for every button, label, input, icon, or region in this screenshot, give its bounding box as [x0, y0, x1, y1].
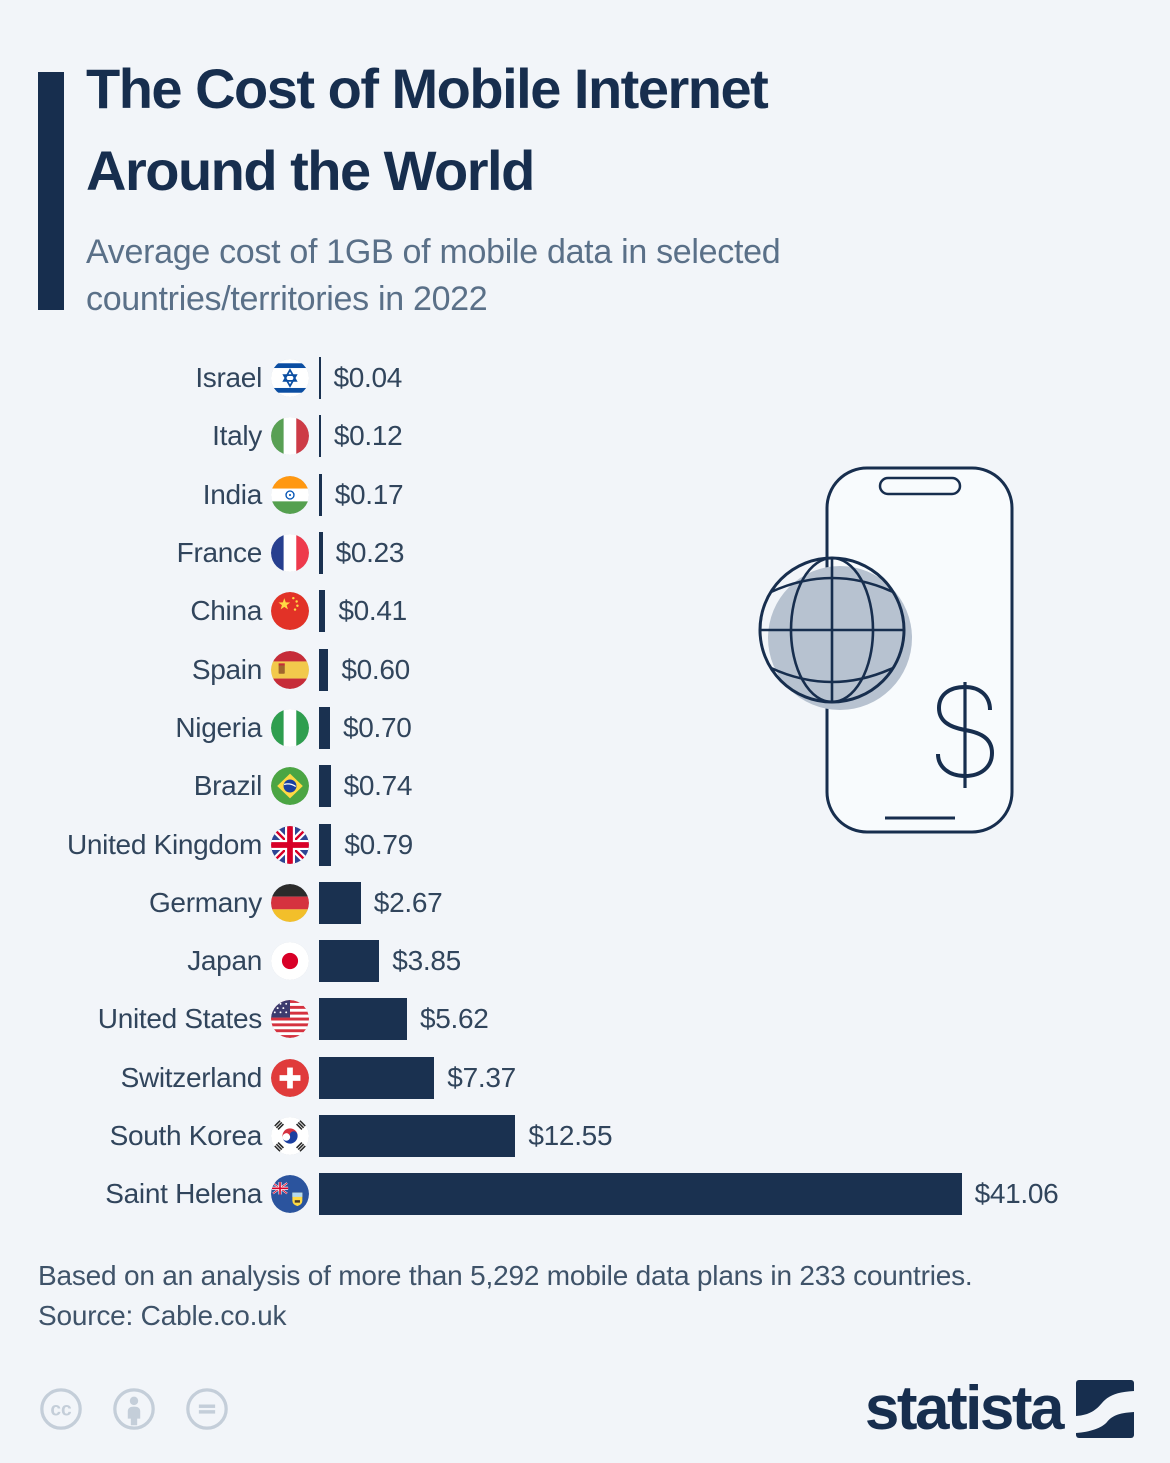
chart-row-israel: Israel $0.04: [38, 349, 1148, 407]
country-label: Germany: [148, 886, 262, 918]
chart-row-nigeria: Nigeria $0.70: [38, 699, 1148, 757]
chart-row-spain: Spain $0.60: [38, 640, 1148, 698]
chart-row-france: France $0.23: [38, 524, 1148, 582]
chart-row-germany: Germany $2.67: [38, 874, 1148, 932]
chart-row-italy: Italy $0.12: [38, 407, 1148, 465]
value-label: $12.55: [528, 1120, 613, 1151]
france-flag-icon: [271, 534, 309, 573]
south-korea-flag-icon: [271, 1117, 309, 1155]
value-bar: [319, 415, 321, 458]
value-label: $0.17: [334, 478, 404, 510]
cc-license-icon: cc: [40, 1388, 82, 1430]
value-bar: [319, 998, 407, 1041]
title-accent-bar: [38, 72, 64, 310]
chart-row-saint-helena: Saint Helena $41.06: [38, 1165, 1148, 1223]
globe-icon: [758, 556, 912, 710]
united-kingdom-flag-icon: [271, 825, 309, 864]
country-label: Brazil: [193, 770, 263, 802]
attribution-icon: [113, 1388, 155, 1430]
value-bar: [319, 881, 361, 924]
country-label: Japan: [187, 945, 262, 977]
value-bar: [319, 357, 321, 400]
value-label: $0.60: [341, 653, 410, 685]
dollar-sign-icon: [936, 682, 995, 788]
chart-row-switzerland: Switzerland $7.37: [38, 1049, 1148, 1107]
value-label: $3.85: [392, 945, 461, 977]
country-label: United States: [97, 1003, 263, 1035]
country-label: Italy: [212, 420, 262, 452]
value-bar: [319, 473, 322, 516]
value-bar: [319, 940, 380, 983]
statista-logo-mark: [1076, 1380, 1134, 1438]
country-label: France: [176, 537, 263, 569]
germany-flag-icon: [271, 883, 309, 922]
saint-helena-flag-icon: [271, 1175, 309, 1214]
chart-row-brazil: Brazil $0.74: [38, 757, 1148, 815]
value-bar: [319, 823, 332, 866]
country-label: Nigeria: [175, 711, 262, 743]
spain-flag-icon: [271, 650, 309, 689]
country-label: South Korea: [109, 1120, 263, 1151]
value-label: $0.70: [343, 711, 412, 743]
footer-notes: Based on an analysis of more than 5,292 …: [38, 1256, 1138, 1336]
value-bar: [319, 590, 326, 633]
value-label: $0.04: [333, 362, 403, 394]
country-label: Israel: [195, 362, 262, 394]
source-note: Source: Cable.co.uk: [38, 1300, 287, 1331]
united-states-flag-icon: [271, 1000, 309, 1039]
chart-row-united-states: United States $5.62: [38, 990, 1148, 1048]
india-flag-icon: [271, 475, 309, 514]
value-bar: [319, 1115, 516, 1157]
page-title: The Cost of Mobile Internet Around the W…: [86, 57, 769, 202]
value-bar: [319, 765, 331, 808]
country-label: China: [190, 595, 262, 627]
china-flag-icon: [271, 592, 309, 631]
license-icons: cc: [38, 1386, 230, 1432]
nigeria-flag-icon: [271, 708, 309, 747]
chart-row-united-kingdom: United Kingdom $0.79: [38, 815, 1148, 873]
footer-bottom-row: cc statista: [38, 1374, 1134, 1444]
country-label: Saint Helena: [105, 1178, 262, 1210]
value-label: $7.37: [447, 1061, 516, 1093]
statista-wordmark: statista: [864, 1374, 1065, 1443]
chart-row-japan: Japan $3.85: [38, 932, 1148, 990]
country-label: Switzerland: [120, 1061, 263, 1093]
value-label: $5.62: [420, 1003, 489, 1035]
bar-chart: Israel $0.04 Italy $0.12 India $0.17 France $0.…: [38, 349, 1148, 1223]
value-bar: [319, 706, 330, 749]
value-label: $0.74: [343, 770, 413, 802]
value-bar: [319, 1056, 435, 1099]
value-label: $0.41: [338, 595, 407, 627]
brazil-flag-icon: [271, 767, 309, 806]
value-bar: [319, 532, 323, 575]
svg-text:cc: cc: [50, 1400, 72, 1421]
country-label: United Kingdom: [66, 828, 262, 860]
header: The Cost of Mobile Internet Around the W…: [86, 48, 1086, 323]
chart-row-south-korea: South Korea $12.55: [38, 1107, 1148, 1165]
footnote: Based on an analysis of more than 5,292 …: [38, 1260, 973, 1291]
japan-flag-icon: [271, 942, 309, 981]
phone-globe-illustration: [728, 436, 1028, 848]
chart-row-india: India $0.17: [38, 466, 1148, 524]
country-label: Spain: [191, 653, 262, 685]
value-bar: [319, 1173, 962, 1216]
value-label: $0.79: [344, 828, 413, 860]
page-subtitle: Average cost of 1GB of mobile data in se…: [86, 233, 781, 318]
value-bar: [319, 648, 329, 691]
value-label: $0.12: [333, 420, 403, 452]
israel-flag-icon: [271, 359, 309, 398]
italy-flag-icon: [271, 417, 309, 456]
no-derivatives-icon: [186, 1388, 228, 1430]
chart-row-china: China $0.41: [38, 582, 1148, 640]
phone-speaker: [878, 476, 962, 496]
switzerland-flag-icon: [271, 1058, 309, 1097]
value-label: $41.06: [974, 1178, 1059, 1210]
country-label: India: [202, 478, 263, 510]
value-label: $2.67: [373, 886, 443, 918]
value-label: $0.23: [335, 537, 405, 569]
statista-logo: statista: [865, 1378, 1134, 1440]
